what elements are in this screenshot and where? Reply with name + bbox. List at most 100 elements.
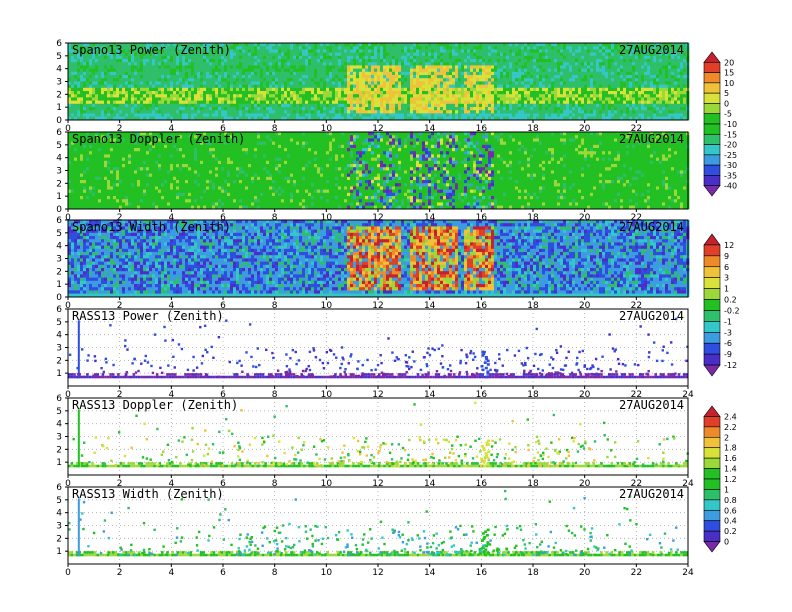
heat-cell xyxy=(359,52,363,57)
heat-cell xyxy=(101,84,105,89)
heat-cell xyxy=(233,49,237,53)
heat-cell xyxy=(209,97,213,101)
heat-cell xyxy=(623,103,627,108)
heat-cell xyxy=(605,78,609,82)
heat-cell xyxy=(518,113,522,117)
heat-cell xyxy=(401,59,405,63)
heat-cell xyxy=(98,68,102,73)
heat-cell xyxy=(71,84,75,89)
heat-cell xyxy=(449,107,453,111)
heat-cell xyxy=(68,59,72,63)
heat-cell xyxy=(479,113,483,117)
heat-cell xyxy=(383,84,387,89)
heat-cell xyxy=(119,107,123,111)
heat-cell xyxy=(152,84,156,89)
heat-cell xyxy=(332,84,336,89)
heat-cell xyxy=(446,97,450,101)
heat-cell xyxy=(611,52,615,57)
heat-cell xyxy=(302,49,306,53)
heat-cell xyxy=(269,49,273,53)
heat-cell xyxy=(239,43,243,47)
heat-cell xyxy=(125,97,129,101)
heat-cell xyxy=(356,110,360,114)
heat-cell xyxy=(320,43,324,47)
heat-cell xyxy=(599,110,603,114)
heat-cell xyxy=(269,75,273,79)
heat-cell xyxy=(128,87,132,92)
heat-cell xyxy=(443,110,447,114)
heat-cell xyxy=(512,55,516,60)
heat-cell xyxy=(461,62,465,66)
heat-cell xyxy=(581,62,585,66)
heat-cell xyxy=(419,116,423,121)
heat-cell xyxy=(602,46,606,50)
heat-cell xyxy=(152,110,156,114)
heat-cell xyxy=(638,94,642,98)
heat-cell xyxy=(476,87,480,92)
heat-cell xyxy=(509,75,513,79)
heat-cell xyxy=(410,43,414,47)
heat-cell xyxy=(254,75,258,79)
heat-cell xyxy=(644,113,648,117)
heat-cell xyxy=(425,113,429,117)
heat-cell xyxy=(191,110,195,114)
heat-cell xyxy=(143,110,147,114)
heat-cell xyxy=(260,116,264,121)
heat-cell xyxy=(491,68,495,73)
heat-cell xyxy=(341,116,345,121)
heat-cell xyxy=(470,91,474,95)
heat-cell xyxy=(329,113,333,117)
heat-cell xyxy=(359,65,363,69)
heat-cell xyxy=(668,103,672,108)
heat-cell xyxy=(641,87,645,92)
heat-cell xyxy=(212,55,216,60)
heat-cell xyxy=(671,110,675,114)
heat-cell xyxy=(539,43,543,47)
heat-cell xyxy=(326,46,330,50)
heat-cell xyxy=(161,49,165,53)
heat-cell xyxy=(467,52,471,57)
heat-cell xyxy=(332,55,336,60)
heat-cell xyxy=(548,107,552,111)
heat-cell xyxy=(668,52,672,57)
heat-cell xyxy=(137,113,141,117)
heat-cell xyxy=(371,55,375,60)
heat-cell xyxy=(497,107,501,111)
heat-cell xyxy=(329,75,333,79)
heat-cell xyxy=(410,46,414,50)
heat-cell xyxy=(656,97,660,101)
heat-cell xyxy=(440,116,444,121)
heat-cell xyxy=(305,110,309,114)
heat-cell xyxy=(335,107,339,111)
heat-cell xyxy=(383,55,387,60)
heat-cell xyxy=(341,65,345,69)
heat-cell xyxy=(230,59,234,63)
heat-cell xyxy=(476,55,480,60)
heat-cell xyxy=(176,71,180,76)
heat-cell xyxy=(227,116,231,121)
heat-cell xyxy=(191,87,195,92)
heat-cell xyxy=(326,62,330,66)
heat-cell xyxy=(341,55,345,60)
heat-cell xyxy=(320,103,324,108)
heat-cell xyxy=(284,71,288,76)
heat-cell xyxy=(473,84,477,89)
heat-cell xyxy=(194,94,198,98)
heat-cell xyxy=(311,55,315,60)
heat-cell xyxy=(134,62,138,66)
heat-cell xyxy=(179,55,183,60)
heat-cell xyxy=(203,116,207,121)
heat-cell xyxy=(404,100,408,105)
heat-cell xyxy=(548,110,552,114)
heat-cell xyxy=(572,91,576,95)
heat-cell xyxy=(638,46,642,50)
heat-cell xyxy=(326,103,330,108)
heat-cell xyxy=(71,49,75,53)
heat-cell xyxy=(221,71,225,76)
heat-cell xyxy=(617,103,621,108)
heat-cell xyxy=(245,52,249,57)
heat-cell xyxy=(302,94,306,98)
heat-cell xyxy=(254,55,258,60)
heat-cell xyxy=(71,65,75,69)
heat-cell xyxy=(323,87,327,92)
